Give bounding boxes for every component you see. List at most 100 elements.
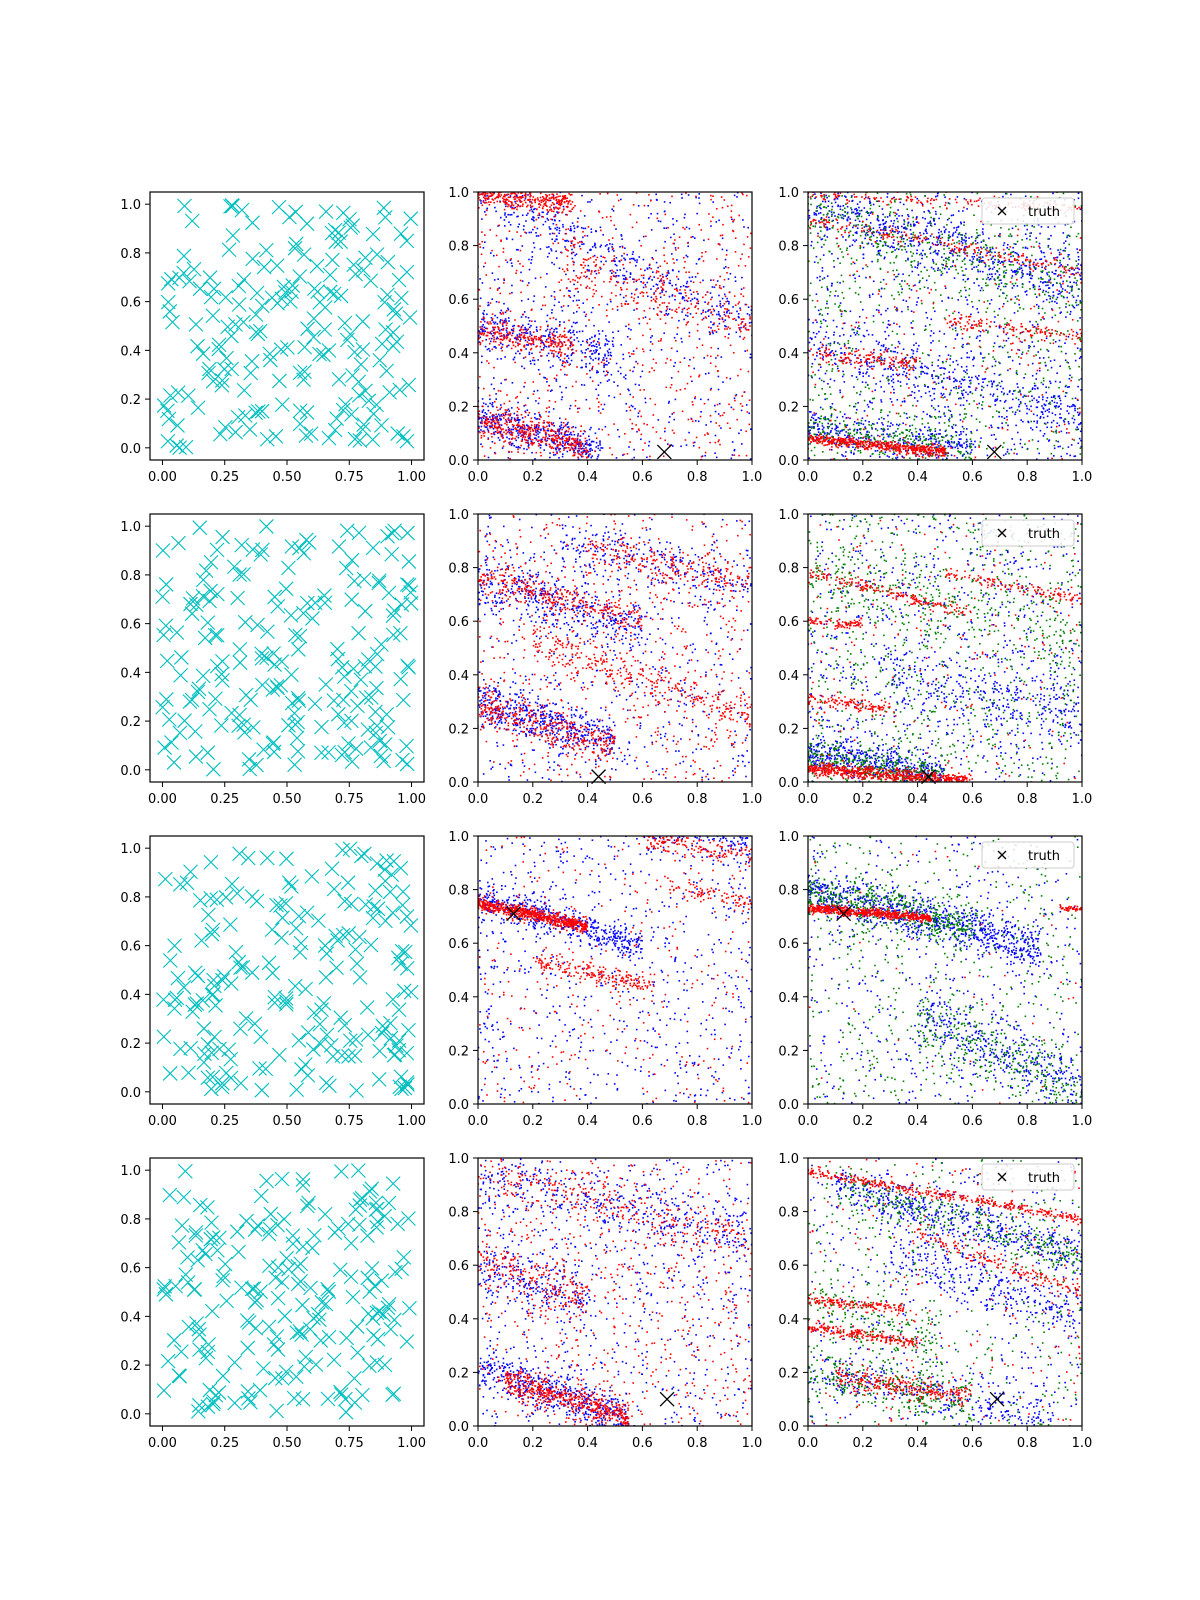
point [629, 369, 631, 372]
point [943, 230, 946, 232]
point [535, 328, 538, 331]
point [587, 258, 590, 260]
point [877, 309, 880, 312]
point [496, 431, 499, 433]
point [495, 393, 497, 395]
point [496, 358, 499, 360]
point [815, 212, 817, 215]
x-marker [288, 204, 304, 220]
point [937, 231, 940, 234]
point [1026, 407, 1028, 410]
point [515, 272, 517, 274]
point [1002, 292, 1004, 294]
point [553, 203, 555, 206]
plot-area [156, 198, 419, 456]
point [980, 260, 983, 262]
point [738, 454, 740, 457]
point [865, 381, 867, 384]
point [538, 442, 540, 445]
point [565, 213, 567, 216]
point [1010, 193, 1012, 196]
point [551, 238, 553, 241]
point [1056, 422, 1059, 424]
point [590, 357, 592, 360]
point [580, 441, 582, 443]
point [1067, 285, 1069, 287]
point [733, 448, 736, 451]
point [631, 353, 633, 355]
point [525, 431, 528, 433]
point [515, 248, 518, 251]
point [689, 300, 692, 302]
point [926, 232, 928, 234]
point [615, 264, 618, 267]
point [1068, 258, 1071, 260]
point [667, 270, 670, 272]
point [1069, 454, 1071, 457]
point [961, 394, 964, 396]
point [730, 457, 733, 460]
point [640, 268, 642, 270]
point [856, 408, 858, 411]
point [728, 309, 730, 312]
point [584, 258, 586, 261]
point [504, 225, 506, 227]
point [527, 336, 529, 339]
point [932, 260, 935, 263]
point [590, 228, 593, 230]
point [649, 341, 652, 343]
point [500, 309, 502, 312]
point [814, 358, 816, 361]
point [535, 335, 537, 338]
x-marker [221, 242, 237, 258]
point [701, 455, 704, 457]
point [604, 355, 606, 357]
point [998, 415, 1000, 418]
point [566, 426, 569, 429]
point [637, 296, 639, 298]
point [1064, 289, 1067, 291]
point [517, 434, 520, 436]
point [703, 402, 706, 405]
point [572, 312, 575, 314]
x-marker [182, 273, 197, 289]
point [834, 350, 837, 353]
point [598, 304, 600, 306]
point [977, 311, 980, 314]
point [577, 456, 579, 459]
point [509, 195, 512, 197]
point [586, 269, 589, 271]
point [717, 328, 720, 330]
point [577, 217, 579, 220]
point [479, 343, 482, 346]
point [837, 205, 839, 208]
point [547, 352, 550, 355]
point [688, 276, 691, 279]
point [660, 349, 663, 351]
point [525, 433, 527, 436]
point [581, 243, 583, 246]
point [1065, 352, 1067, 355]
point [553, 291, 556, 293]
point [726, 310, 728, 313]
point [565, 232, 567, 235]
point [683, 299, 686, 302]
point [674, 247, 677, 249]
point [1032, 413, 1035, 416]
point [744, 327, 747, 329]
point [678, 306, 680, 309]
point [527, 317, 530, 319]
point [491, 319, 493, 322]
point [673, 262, 675, 264]
point [506, 261, 509, 264]
point [1007, 369, 1009, 372]
point [1033, 326, 1036, 328]
point [598, 211, 601, 213]
point [522, 332, 525, 334]
x-marker [160, 433, 176, 449]
point [989, 267, 991, 270]
point [675, 308, 678, 311]
point [814, 197, 816, 199]
point [563, 365, 566, 368]
point [980, 353, 982, 355]
